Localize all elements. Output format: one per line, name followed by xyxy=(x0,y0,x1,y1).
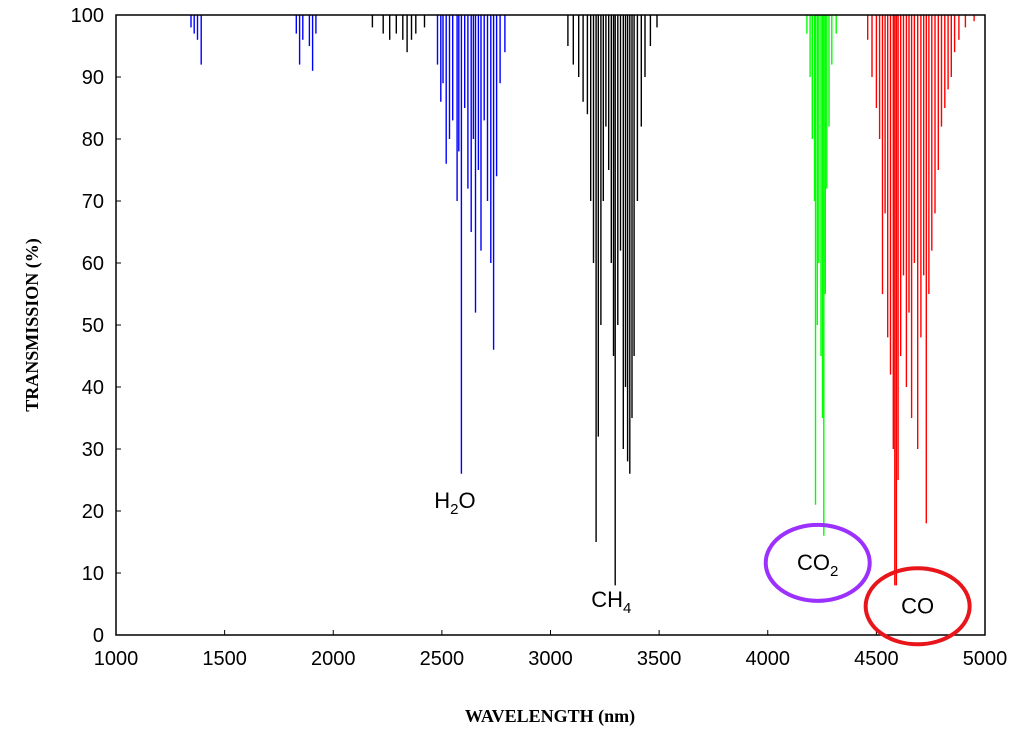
x-tick-label: 1000 xyxy=(94,648,139,670)
x-tick-label: 3000 xyxy=(528,648,573,670)
species-label: CH4 xyxy=(591,587,631,617)
highlight-circle xyxy=(863,566,972,647)
x-tick-label: 1500 xyxy=(202,648,247,670)
y-tick-label: 30 xyxy=(82,439,104,461)
y-tick-label: 20 xyxy=(82,501,104,523)
y-tick-label: 50 xyxy=(82,315,104,337)
x-tick-label: 5000 xyxy=(963,648,1008,670)
species-label: CO2 xyxy=(797,550,838,580)
species-label: CO xyxy=(901,593,934,618)
x-axis-title: WAVELENGTH (nm) xyxy=(465,706,635,727)
x-tick-label: 4000 xyxy=(746,648,791,670)
species-label: H2O xyxy=(434,488,475,518)
tick-layer: 1000 1500 2000 2500 3000 3500 4000 4500 5000 0 10 2… xyxy=(71,5,1008,670)
annotation-ch4: CH4 xyxy=(591,587,631,617)
annotation-co2: CO2 xyxy=(763,522,872,603)
x-tick-label: 2500 xyxy=(420,648,465,670)
y-tick-label: 60 xyxy=(82,253,104,275)
y-tick-label: 10 xyxy=(82,563,104,585)
series-ch4 xyxy=(371,15,658,586)
plot-frame xyxy=(115,14,986,636)
spectrum-series-layer xyxy=(190,15,975,586)
y-tick-label: 0 xyxy=(93,625,104,647)
highlight-circle xyxy=(763,522,872,603)
series-co xyxy=(867,15,975,586)
y-tick-label: 40 xyxy=(82,377,104,399)
x-tick-label: 2000 xyxy=(311,648,356,670)
y-tick-label: 100 xyxy=(71,5,104,27)
x-tick-label: 3500 xyxy=(637,648,682,670)
annotation-h2o: H2O xyxy=(434,488,475,518)
annotation-co: CO xyxy=(863,566,972,647)
y-tick-label: 80 xyxy=(82,129,104,151)
axes-layer xyxy=(115,14,986,636)
annotation-layer: H2O CH4 CO2 CO xyxy=(434,488,972,647)
y-tick-label: 90 xyxy=(82,67,104,89)
y-axis-title: TRANSMISSION (%) xyxy=(22,238,43,412)
series-co2 xyxy=(806,15,837,536)
y-tick-label: 70 xyxy=(82,191,104,213)
x-tick-label: 4500 xyxy=(854,648,899,670)
series-h2o xyxy=(190,15,506,474)
